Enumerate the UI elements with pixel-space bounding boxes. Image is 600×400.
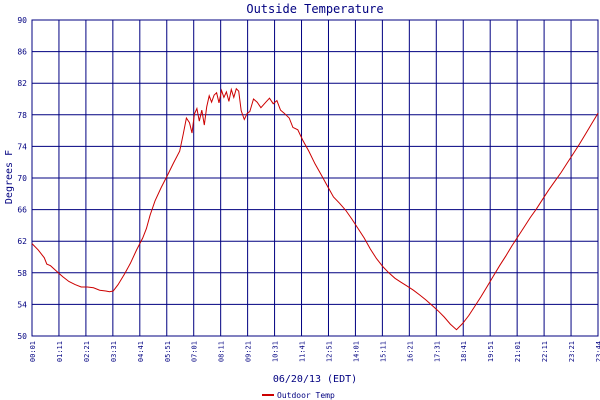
y-tick-label: 82 [17,79,27,88]
y-tick-labels: 50 54 58 62 66 70 74 78 82 86 90 [17,16,27,341]
y-tick-label: 50 [17,332,27,341]
x-tick-label: 17:31 [433,341,441,362]
x-tick-label: 18:41 [460,341,468,362]
x-tick-label: 00:01 [29,341,37,362]
x-tick-label: 15:11 [379,341,387,362]
y-tick-label: 58 [17,269,27,278]
x-tick-label: 22:11 [541,341,549,362]
x-tick-label: 16:21 [406,341,414,362]
x-tick-label: 05:51 [164,341,172,362]
x-tick-label: 08:11 [218,341,226,362]
x-tick-label: 09:21 [245,341,253,362]
y-tick-label: 66 [17,206,27,215]
x-tick-label: 23:21 [568,341,576,362]
x-axis-label: 06/20/13 (EDT) [273,374,357,385]
legend: Outdoor Temp [262,391,335,400]
y-tick-label: 86 [17,48,27,57]
x-tick-label: 23:44 [595,341,600,362]
y-axis-label: Degrees F [4,150,15,204]
x-tick-label: 10:31 [272,341,280,362]
x-tick-label: 01:11 [56,341,64,362]
x-tick-label: 21:01 [514,341,522,362]
x-tick-label: 12:51 [325,341,333,362]
y-tick-label: 62 [17,237,27,246]
x-tick-label: 02:21 [83,341,91,362]
plot-frame [31,19,599,337]
x-tick-label: 07:01 [191,341,199,362]
legend-label: Outdoor Temp [277,391,335,400]
x-tick-labels: 00:01 01:11 02:21 03:31 04:41 05:51 07:01 08:11… [29,341,600,362]
series-line-outdoor-temp [31,87,599,331]
chart-title: Outside Temperature [246,2,383,16]
x-tick-label: 04:41 [137,341,145,362]
x-tick-label: 19:51 [487,341,495,362]
y-tick-label: 90 [17,16,27,25]
x-tick-label: 11:41 [299,341,307,362]
y-tick-label: 78 [17,111,27,120]
y-tick-label: 74 [17,142,27,151]
y-tick-label: 70 [17,174,27,183]
x-tick-label: 03:31 [110,341,118,362]
y-tick-label: 54 [17,300,27,309]
x-tick-label: 14:01 [352,341,360,362]
grid-lines [31,19,599,337]
